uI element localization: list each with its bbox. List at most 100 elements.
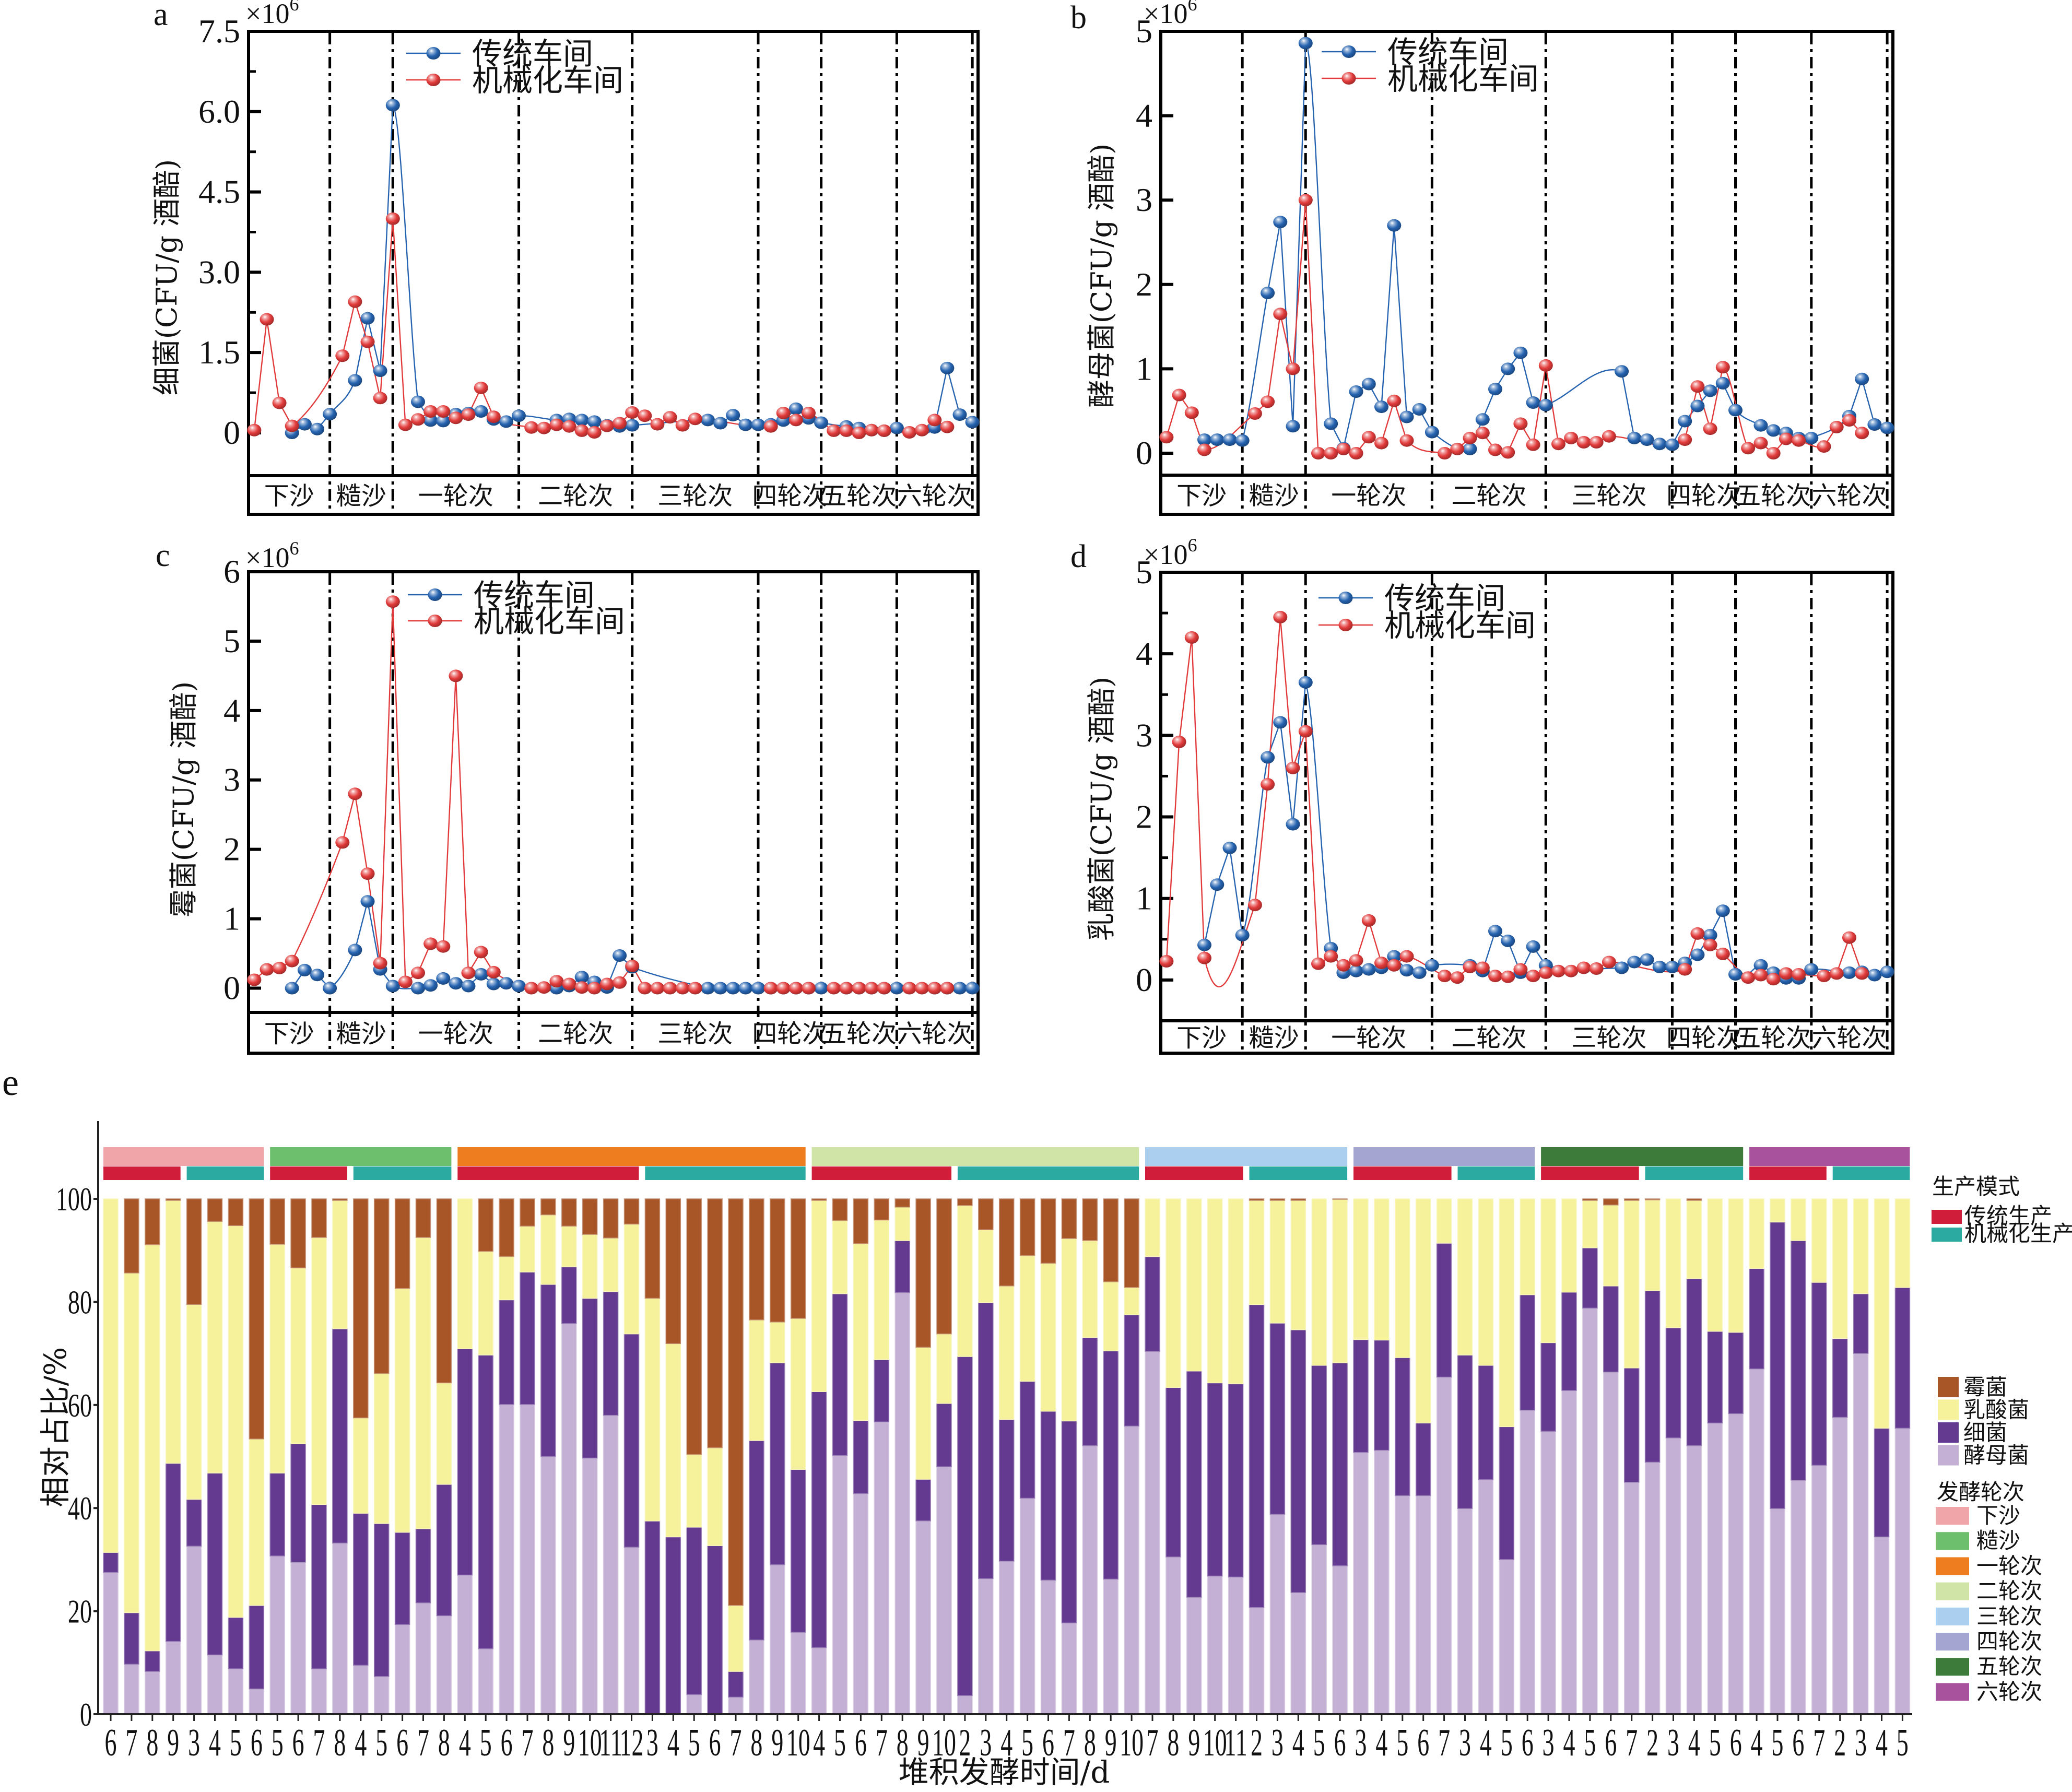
bar-segment-lactic-acid-bacteria [1894, 1198, 1911, 1288]
y-tick-label: 3.0 [198, 253, 240, 290]
bar-segment-yeast [353, 1665, 369, 1715]
bar-stack [1290, 1198, 1306, 1715]
bar-segment-yeast [561, 1323, 577, 1715]
bar-segment-yeast [1395, 1495, 1410, 1715]
data-point [1842, 931, 1856, 944]
data-point [1855, 427, 1869, 440]
bar-segment-yeast [436, 1615, 452, 1715]
panel-label: b [1070, 0, 1087, 36]
data-point [814, 416, 829, 429]
bar-segment-yeast [1082, 1445, 1098, 1715]
bar-segment-bacteria [1853, 1293, 1869, 1354]
y-tick-label: 1 [223, 900, 240, 937]
stage-label: 五轮次 [1736, 481, 1811, 511]
data-point [1475, 427, 1490, 440]
legend-swatch [1938, 1445, 1959, 1466]
data-point [827, 424, 841, 437]
bar-segment-lactic-acid-bacteria [1728, 1198, 1744, 1333]
x-tick-label: 4 [1751, 1722, 1763, 1764]
bar-stack [582, 1198, 598, 1715]
legend: 生产模式传统生产机械化生产霉菌乳酸菌细菌酵母菌发酵轮次下沙糙沙一轮次二轮次三轮次… [1932, 1174, 2072, 1704]
data-point [927, 414, 942, 427]
data-point [411, 966, 425, 980]
bar-segment-lactic-acid-bacteria [311, 1237, 327, 1505]
data-point [1842, 966, 1856, 979]
x-tick-label: 6 [1042, 1722, 1054, 1764]
bar-segment-mold [228, 1198, 244, 1227]
legend-marker [1338, 592, 1353, 604]
data-point [1602, 430, 1616, 443]
data-point [1792, 434, 1806, 447]
data-point [1261, 778, 1275, 791]
data-point [599, 977, 614, 991]
stage-label: 六轮次 [1811, 481, 1887, 511]
y-axis-title: 乳酸菌(CFU/g 酒醅) [1085, 677, 1118, 941]
data-point [613, 949, 627, 962]
data-point [1336, 959, 1351, 972]
x-tick-label: 6 [105, 1722, 117, 1764]
data-point [776, 407, 791, 419]
data-point [1210, 433, 1225, 446]
x-tick-label: 6 [709, 1722, 721, 1764]
stage-strip [1749, 1147, 1910, 1166]
data-point [1374, 437, 1388, 450]
x-tick-label: 5 [1396, 1722, 1408, 1764]
data-point [675, 982, 690, 995]
data-point [1576, 961, 1591, 974]
y-multiplier-base: ×10 [245, 0, 289, 29]
x-tick-label: 8 [1084, 1722, 1096, 1764]
bar-stack [686, 1198, 702, 1715]
data-point [965, 416, 980, 429]
y-tick-label: 0 [1136, 961, 1152, 998]
bar-segment-yeast [1791, 1480, 1806, 1715]
bar-segment-bacteria [978, 1302, 994, 1579]
data-point [864, 982, 879, 995]
x-tick-label: 6 [1522, 1722, 1534, 1764]
bar-segment-lactic-acid-bacteria [1103, 1281, 1119, 1351]
mode-strip-traditional [811, 1166, 951, 1180]
bar-segment-lactic-acid-bacteria [644, 1298, 661, 1522]
data-point [952, 408, 967, 421]
bar-segment-lactic-acid-bacteria [1561, 1198, 1577, 1293]
data-point [272, 961, 287, 974]
x-tick-label: 8 [1167, 1722, 1179, 1764]
bar-segment-yeast [1894, 1428, 1911, 1715]
x-tick-label: 4 [355, 1722, 367, 1764]
bar-segment-lactic-acid-bacteria [1811, 1198, 1827, 1283]
bar-stack [1874, 1198, 1890, 1715]
data-point [360, 312, 375, 325]
data-point [726, 982, 740, 995]
legend-label: 机械化车间 [1384, 608, 1536, 643]
bar-segment-yeast [1561, 1390, 1577, 1715]
bar-segment-bacteria [1332, 1362, 1348, 1566]
bar-segment-yeast [415, 1602, 431, 1715]
bar-segment-mold [915, 1198, 931, 1348]
data-point [587, 426, 602, 439]
bar-segment-yeast [1207, 1575, 1223, 1715]
data-point [310, 422, 324, 435]
legend-swatch [1932, 1228, 1962, 1242]
stage-label: 六轮次 [897, 481, 972, 511]
x-tick-label: 6 [1792, 1722, 1804, 1764]
y-tick-label: 5 [223, 622, 240, 659]
mode-strip-mechanized [1832, 1166, 1910, 1180]
bar-segment-mold [998, 1198, 1015, 1287]
bar-segment-bacteria [1832, 1338, 1848, 1418]
bar-segment-yeast [186, 1546, 202, 1715]
x-tick-label: 7 [1147, 1722, 1159, 1764]
legend-marker [1341, 72, 1356, 85]
data-point [1665, 438, 1679, 451]
data-point [398, 418, 413, 431]
bar-segment-bacteria [1623, 1367, 1640, 1483]
data-point [474, 968, 488, 981]
y-axis-title: 细菌(CFU/g 酒醅) [150, 159, 183, 395]
data-point [1703, 422, 1717, 435]
data-point [1753, 959, 1768, 972]
bar-segment-mold [623, 1198, 640, 1225]
bar-segment-lactic-acid-bacteria [1644, 1199, 1661, 1291]
bar-stack [415, 1198, 431, 1715]
data-point [1551, 964, 1565, 977]
bar-segment-mold [1103, 1198, 1119, 1282]
